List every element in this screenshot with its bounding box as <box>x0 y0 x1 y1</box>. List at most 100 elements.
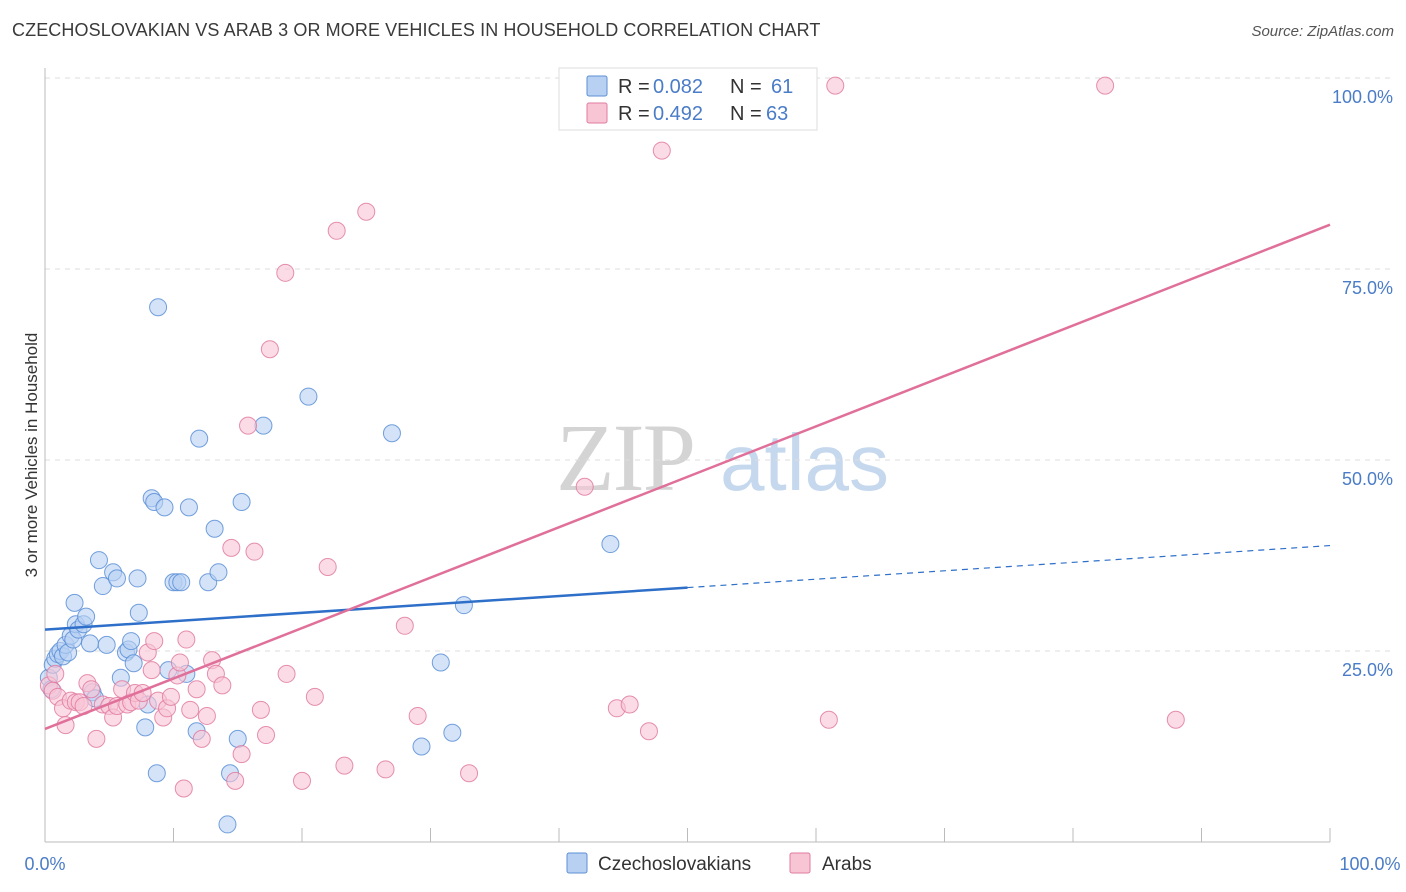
arabs-point-60 <box>460 764 479 783</box>
czechoslovakians-point-31 <box>136 718 155 737</box>
arabs-point-24 <box>142 661 161 680</box>
arabs-point-31 <box>170 653 189 672</box>
watermark-atlas: atlas <box>720 418 889 507</box>
arabs-point-37 <box>197 706 216 725</box>
arabs-point-51 <box>293 771 311 790</box>
grid <box>45 77 1395 652</box>
series-arabs-points <box>39 76 1185 798</box>
arabs-point-58 <box>395 616 414 635</box>
bottom-legend-label-arabs: Arabs <box>822 854 872 875</box>
x-tick-label-max: 100.0% <box>1339 854 1400 874</box>
arabs-point-2 <box>46 664 65 683</box>
arabs-point-65 <box>652 141 671 160</box>
arabs-point-54 <box>327 221 346 240</box>
czechoslovakians-point-20 <box>93 577 112 596</box>
legend-n-value-czechoslovakians: 61 <box>771 76 793 98</box>
arabs-point-46 <box>251 700 270 719</box>
czechoslovakians-point-23 <box>107 569 126 588</box>
arabs-point-66 <box>819 710 838 729</box>
y-tick-label-100: 100.0% <box>1332 87 1393 107</box>
legend-swatch-czechoslovakians <box>586 75 608 97</box>
czechoslovakians-point-37 <box>155 498 174 517</box>
y-axis-title: 3 or more Vehicles in Household <box>22 333 41 578</box>
y-tick-label-25: 25.0% <box>1342 660 1393 680</box>
bottom-legend-swatch-czechoslovakians <box>566 852 588 874</box>
czechoslovakians-point-53 <box>254 416 273 435</box>
legend-n-label-1: N = <box>730 103 762 125</box>
czechoslovakians-point-21 <box>97 635 116 654</box>
czechoslovakians-point-30 <box>129 603 148 622</box>
czechoslovakians-trend-line <box>44 586 688 631</box>
chart-title: CZECHOSLOVAKIAN VS ARAB 3 OR MORE VEHICL… <box>12 20 821 40</box>
arabs-point-42 <box>226 771 245 790</box>
arabs-point-36 <box>192 729 211 748</box>
arabs-point-33 <box>177 630 196 649</box>
arabs-point-12 <box>87 729 106 748</box>
legend-r-value-czechoslovakians: 0.082 <box>653 76 703 98</box>
czechoslovakians-point-29 <box>128 569 147 588</box>
arabs-point-53 <box>318 557 337 576</box>
arabs-trend-line <box>44 223 1331 731</box>
watermark: ZIP atlas <box>556 404 889 511</box>
czechoslovakians-point-55 <box>382 424 401 443</box>
arabs-point-63 <box>620 695 639 714</box>
arabs-point-68 <box>1096 76 1115 95</box>
x-ticks <box>173 828 1331 842</box>
arabs-point-35 <box>187 680 206 699</box>
legend-r-value-arabs: 0.492 <box>653 103 703 125</box>
arabs-point-25 <box>145 632 164 651</box>
arabs-point-69 <box>1166 710 1185 729</box>
watermark-zip: ZIP <box>556 404 694 511</box>
czechoslovakians-point-11 <box>65 593 84 612</box>
czechoslovakians-point-28 <box>124 654 143 673</box>
arabs-point-41 <box>222 538 241 557</box>
arabs-point-45 <box>245 542 264 561</box>
legend-bottom: Czechoslovakians Arabs <box>566 852 872 875</box>
czechoslovakians-point-19 <box>89 551 108 570</box>
czechoslovakians-point-56 <box>412 737 431 756</box>
legend-swatch-arabs <box>586 102 608 124</box>
czechoslovakians-point-49 <box>218 815 237 834</box>
czechoslovakians-point-36 <box>149 298 168 317</box>
y-tick-label-75: 75.0% <box>1342 278 1393 298</box>
legend-top: R = 0.082 N = 61 R = 0.492 N = 63 <box>558 67 818 131</box>
arabs-point-61 <box>575 477 594 496</box>
arabs-point-49 <box>276 263 295 282</box>
czechoslovakians-point-35 <box>147 764 166 783</box>
y-tick-label-50: 50.0% <box>1342 469 1393 489</box>
arabs-point-50 <box>277 664 296 683</box>
czechoslovakians-point-43 <box>179 498 198 517</box>
legend-r-label-0: R = <box>618 76 650 98</box>
arabs-point-40 <box>213 676 232 695</box>
czechoslovakians-point-57 <box>431 653 450 672</box>
arabs-point-34 <box>181 700 200 719</box>
czechoslovakians-point-16 <box>80 634 99 653</box>
czechoslovakians-point-15 <box>77 607 96 626</box>
arabs-point-44 <box>239 416 258 435</box>
arabs-point-43 <box>232 745 251 764</box>
czechoslovakians-point-52 <box>232 493 251 512</box>
arabs-point-11 <box>82 680 101 699</box>
czechoslovakians-point-27 <box>122 632 141 651</box>
arabs-point-29 <box>161 687 180 706</box>
legend-n-label-0: N = <box>730 76 762 98</box>
arabs-point-57 <box>376 760 395 779</box>
czechoslovakians-point-60 <box>601 535 620 554</box>
czechoslovakians-point-47 <box>205 519 224 538</box>
legend-r-label-1: R = <box>618 103 650 125</box>
chart-source: Source: ZipAtlas.com <box>1251 23 1394 40</box>
arabs-point-47 <box>257 726 276 745</box>
czechoslovakians-point-54 <box>299 387 318 406</box>
arabs-point-59 <box>408 706 427 725</box>
arabs-point-55 <box>335 756 354 775</box>
czechoslovakians-point-51 <box>228 729 247 748</box>
arabs-point-52 <box>305 687 324 706</box>
arabs-point-32 <box>174 779 193 798</box>
czechoslovakians-point-45 <box>190 429 209 448</box>
czechoslovakians-point-58 <box>443 723 462 742</box>
czechoslovakians-trend-extension <box>687 544 1331 589</box>
czechoslovakians-point-48 <box>209 563 228 582</box>
bottom-legend-swatch-arabs <box>789 852 811 874</box>
x-tick-label-min: 0.0% <box>24 854 65 874</box>
